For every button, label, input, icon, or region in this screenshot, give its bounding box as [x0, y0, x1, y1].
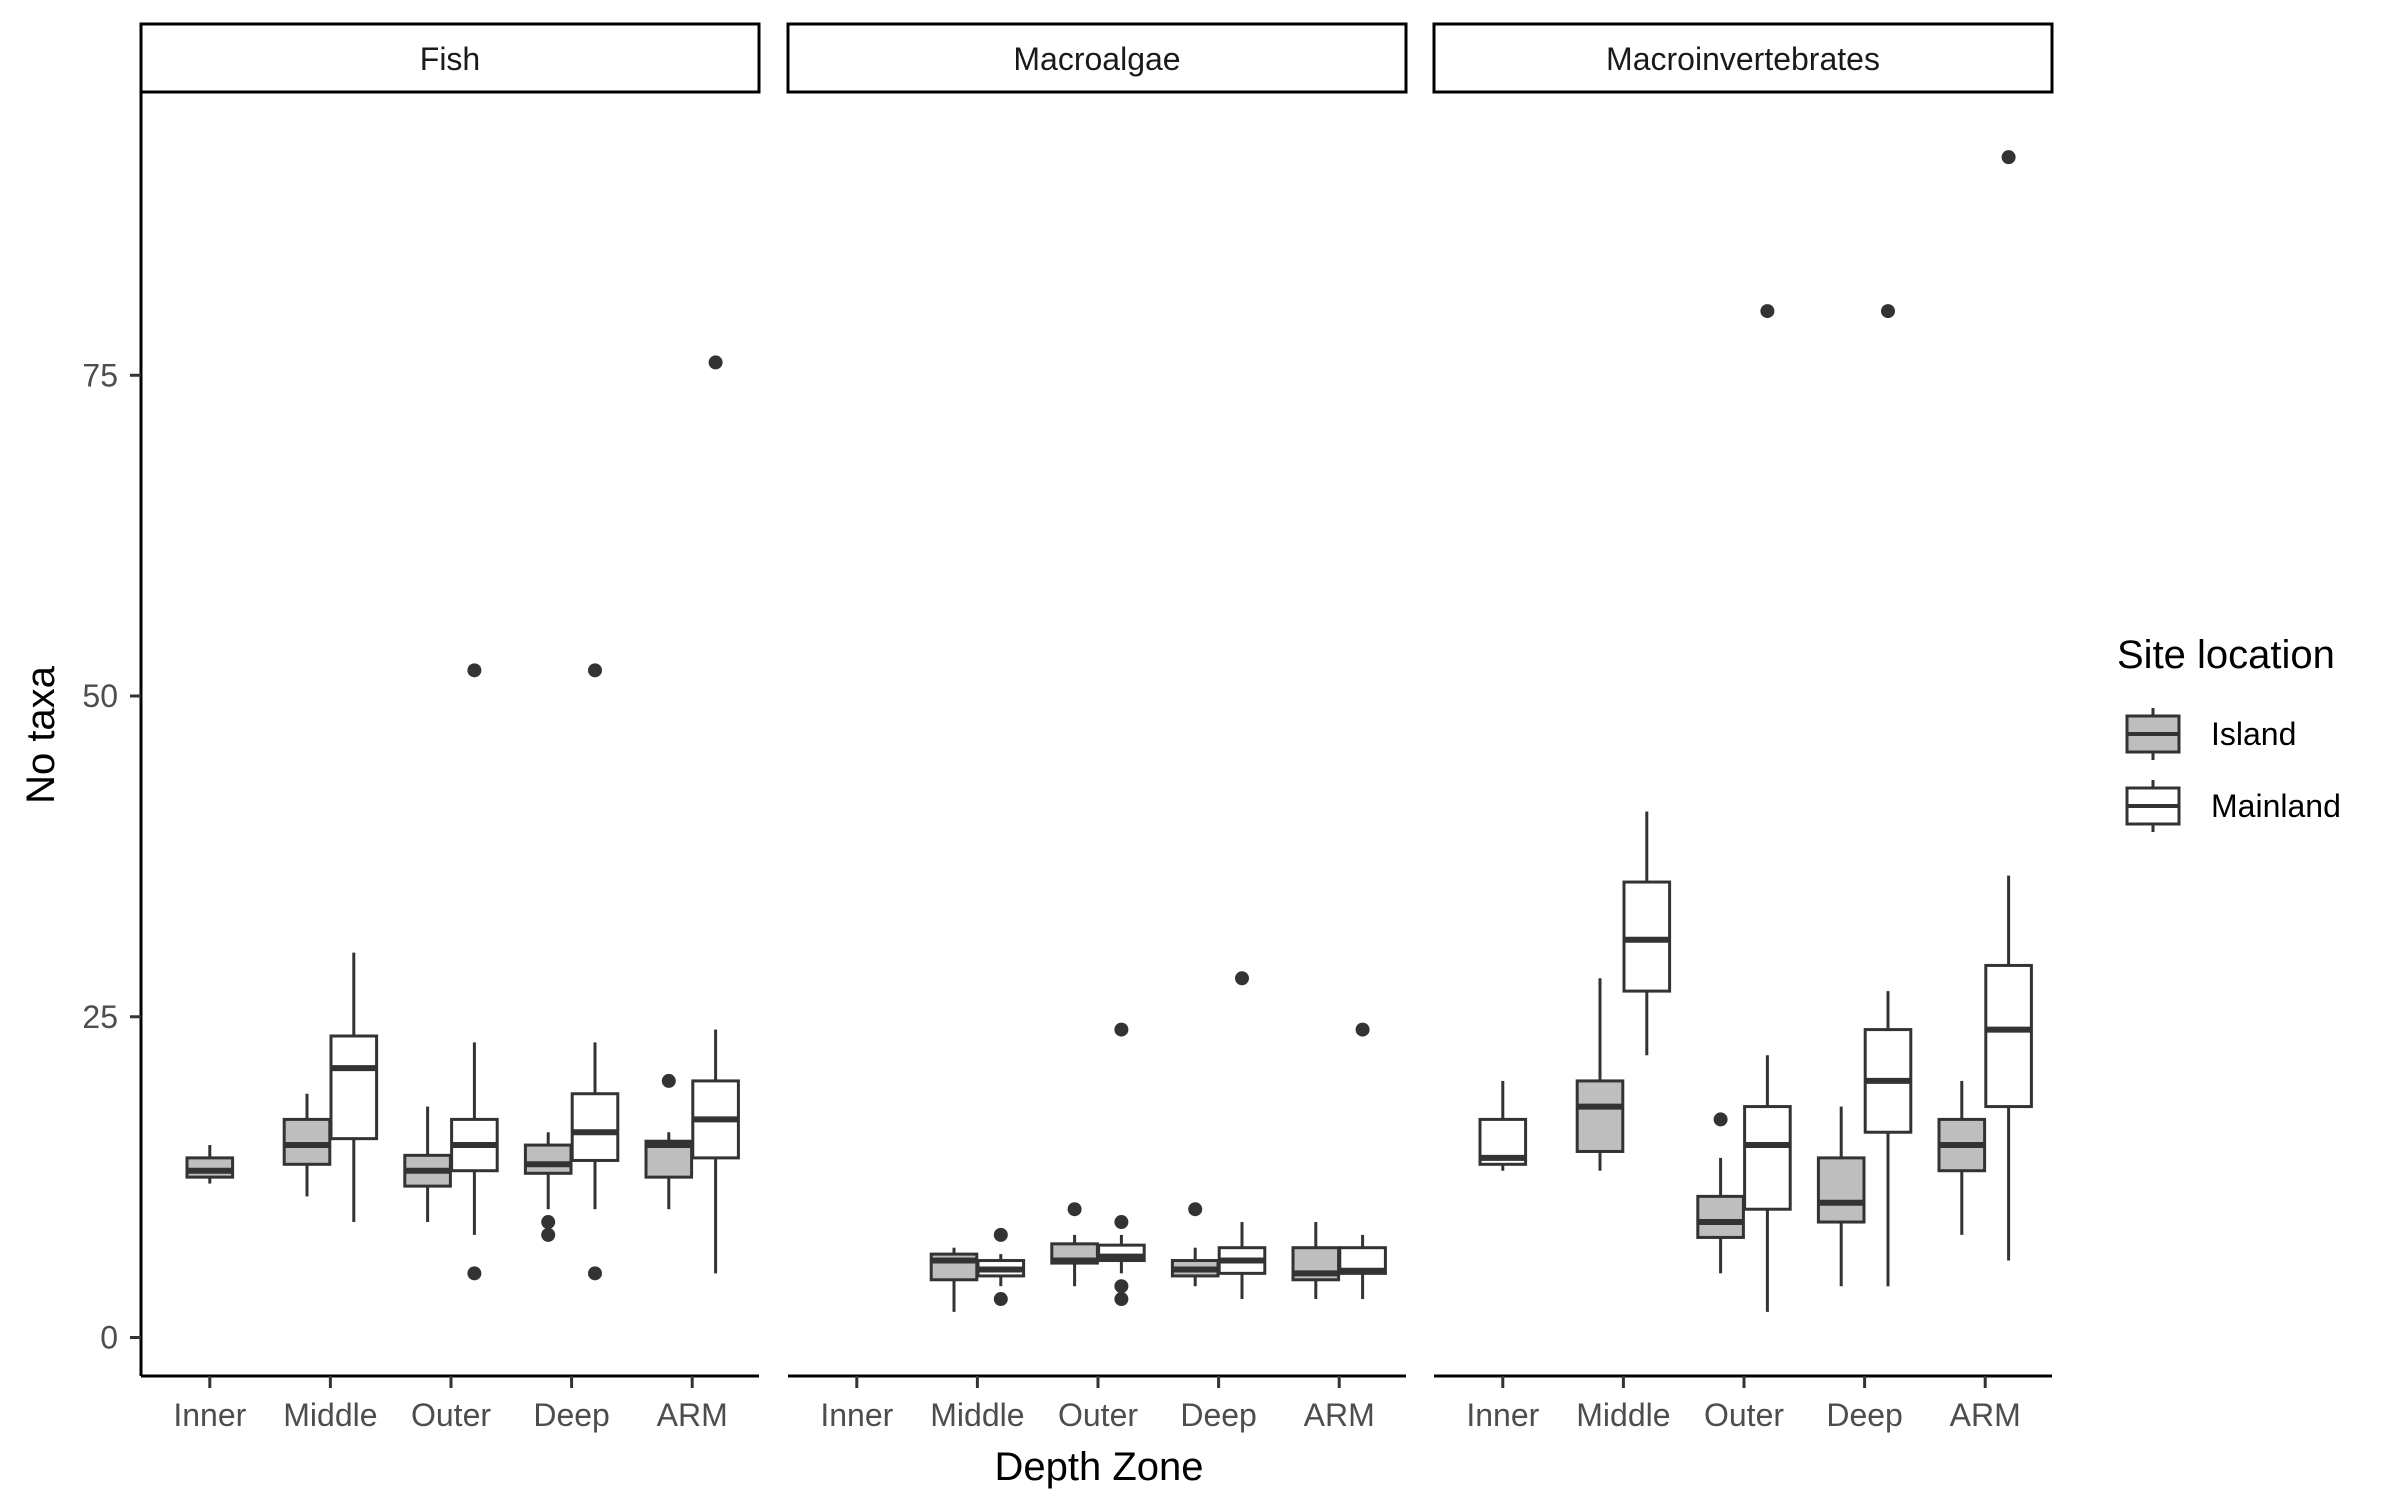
y-tick-label: 75 — [82, 357, 118, 393]
island-box — [185, 1156, 235, 1179]
y-tick-label: 25 — [82, 999, 118, 1035]
island-box — [282, 1117, 332, 1166]
x-tick-label: Deep — [1826, 1397, 1903, 1433]
mainland-outlier-point — [1114, 1279, 1129, 1294]
island-box — [1575, 1079, 1625, 1153]
legend-label-mainland: Mainland — [2211, 788, 2341, 824]
mainland-outlier-point — [708, 355, 723, 370]
mainland-box — [1743, 1105, 1792, 1211]
facet-strip — [139, 22, 761, 94]
x-tick-label: Middle — [1576, 1397, 1670, 1433]
mainland-outlier-point — [467, 1266, 482, 1281]
x-tick-label: ARM — [657, 1397, 728, 1433]
mainland-outlier-point — [1235, 971, 1249, 986]
mainland-box — [570, 1092, 620, 1162]
facet-strip-label: Macroalgae — [1013, 41, 1180, 77]
legend-title: Site location — [2117, 633, 2335, 677]
island-outlier-point — [661, 1073, 676, 1088]
mainland-outlier-point — [1114, 1215, 1129, 1230]
mainland-box — [329, 1034, 379, 1141]
x-tick-label: Deep — [533, 1397, 610, 1433]
mainland-outlier-point — [2001, 150, 2016, 165]
mainland-box — [1622, 880, 1672, 993]
x-axis-title: Depth Zone — [994, 1445, 1203, 1489]
mainland-outlier-point — [1881, 304, 1895, 319]
mainland-outlier-point — [588, 1266, 602, 1281]
x-tick-label: Outer — [411, 1397, 491, 1433]
mainland-outlier-point — [1355, 1022, 1370, 1037]
mainland-outlier-point — [1114, 1292, 1129, 1307]
mainland-outlier-point — [1114, 1022, 1129, 1037]
island-box — [1696, 1194, 1745, 1239]
y-axis-title: No taxa — [19, 665, 63, 804]
legend-label-island: Island — [2211, 716, 2296, 752]
mainland-outlier-point — [467, 663, 482, 678]
mainland-outlier-point — [993, 1227, 1008, 1242]
x-tick-label: Inner — [173, 1397, 246, 1433]
x-tick-label: Inner — [1466, 1397, 1539, 1433]
mainland-outlier-point — [588, 663, 602, 678]
x-tick-label: Outer — [1058, 1397, 1138, 1433]
y-tick-label: 0 — [100, 1320, 118, 1356]
facet-strip — [786, 22, 1408, 94]
island-box — [1816, 1156, 1866, 1224]
x-tick-label: Outer — [1704, 1397, 1784, 1433]
island-outlier-point — [1713, 1112, 1728, 1127]
facet-strip-label: Fish — [420, 41, 480, 77]
island-outlier-point — [1067, 1202, 1082, 1217]
island-box — [523, 1143, 573, 1175]
x-tick-label: Middle — [283, 1397, 377, 1433]
x-tick-label: Deep — [1180, 1397, 1257, 1433]
mainland-box — [1984, 963, 2033, 1109]
facet-strip-label: Macroinvertebrates — [1606, 41, 1880, 77]
island-outlier-point — [541, 1215, 556, 1230]
x-tick-label: Inner — [820, 1397, 893, 1433]
mainland-outlier-point — [1760, 304, 1775, 319]
island-outlier-point — [1188, 1202, 1203, 1217]
x-tick-label: ARM — [1950, 1397, 2021, 1433]
island-outlier-point — [541, 1227, 556, 1242]
y-tick-label: 50 — [82, 678, 118, 714]
mainland-outlier-point — [993, 1292, 1008, 1307]
x-tick-label: Middle — [930, 1397, 1024, 1433]
x-tick-label: ARM — [1304, 1397, 1375, 1433]
facet-strip — [1432, 22, 2054, 94]
